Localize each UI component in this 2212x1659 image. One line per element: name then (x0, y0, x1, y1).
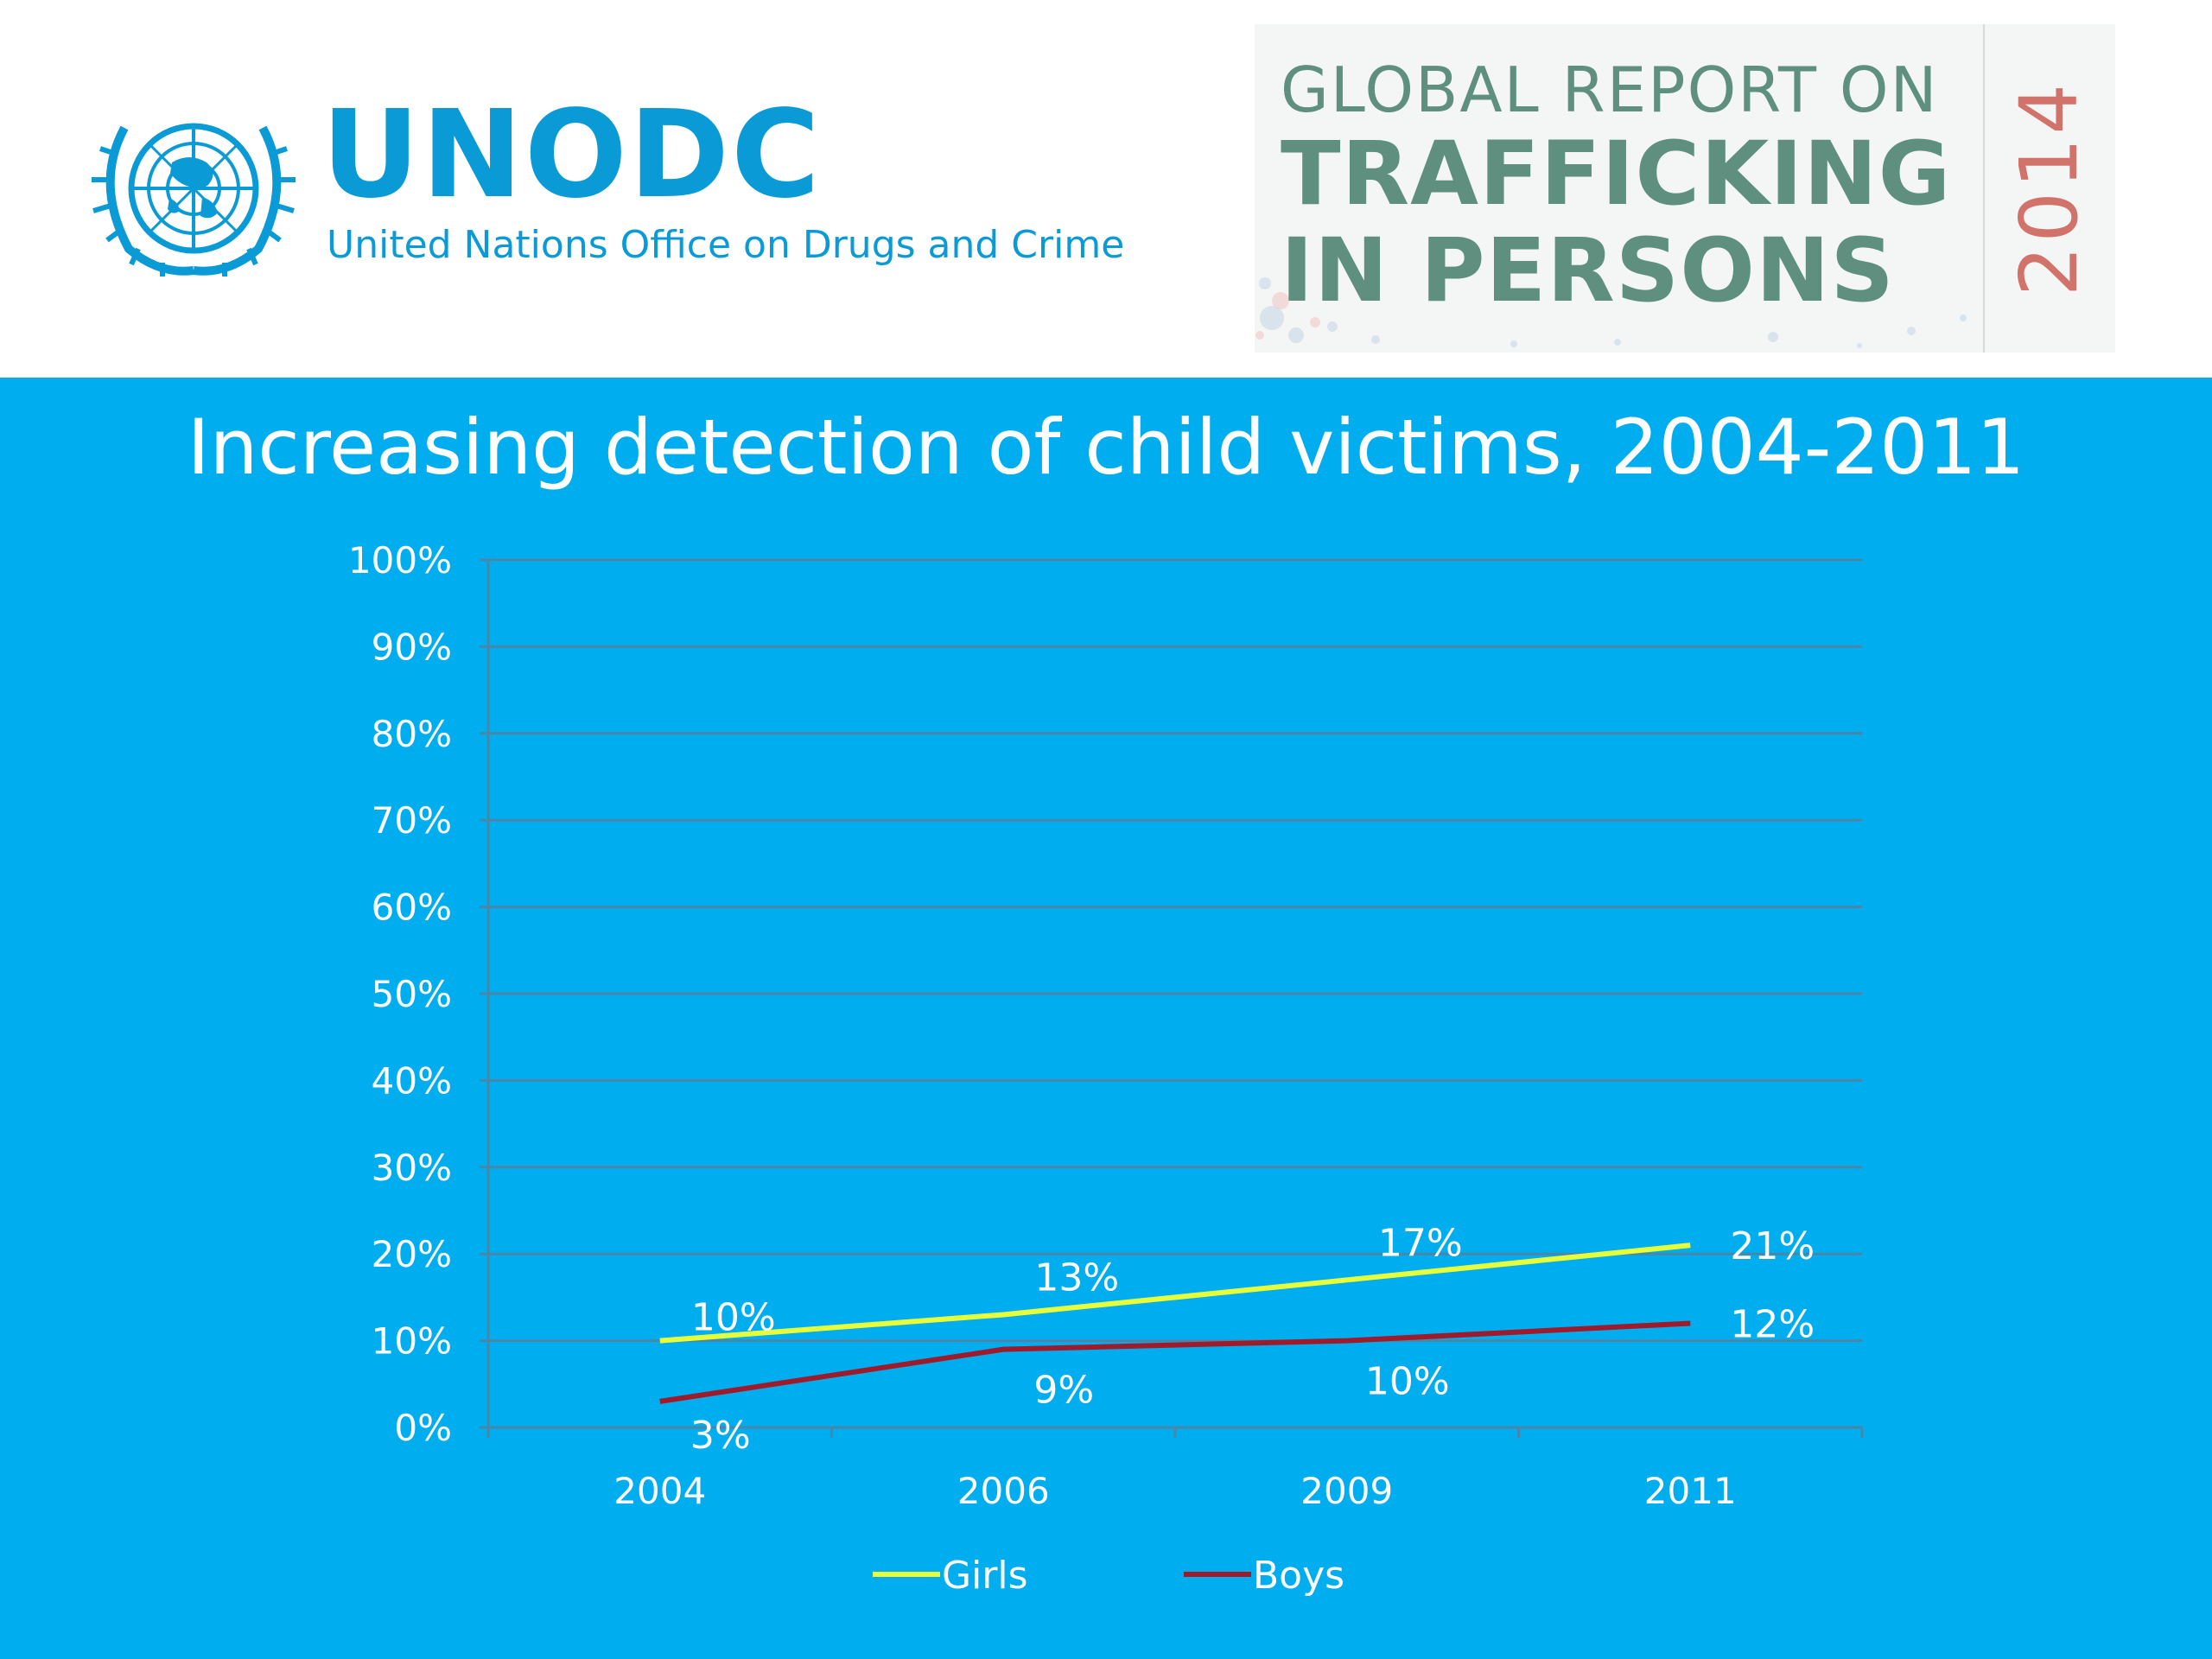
report-title-line2: TRAFFICKING (1281, 123, 1952, 226)
data-label-girls: 17% (1378, 1221, 1463, 1265)
series-line-girls (659, 1243, 1691, 1344)
y-tick-label: 50% (372, 973, 452, 1015)
y-tick-label: 80% (372, 713, 452, 755)
report-banner: GLOBAL REPORT ON TRAFFICKING IN PERSONS … (1255, 24, 2115, 353)
chart-panel (0, 378, 2212, 1659)
chart-title: Increasing detection of child victims, 2… (187, 403, 2025, 492)
y-tick-label: 60% (372, 887, 452, 929)
data-label-boys: 10% (1365, 1360, 1450, 1404)
header: UNODC United Nations Office on Drugs and… (0, 0, 2212, 378)
x-tick-label: 2011 (1644, 1470, 1737, 1512)
x-tick-label: 2004 (613, 1470, 706, 1512)
x-tick-label: 2006 (957, 1470, 1050, 1512)
un-emblem-icon (92, 123, 296, 276)
data-label-girls: 21% (1730, 1224, 1815, 1268)
data-label-boys: 9% (1033, 1369, 1094, 1413)
y-tick-label: 100% (348, 539, 452, 582)
data-label-boys: 3% (690, 1414, 751, 1458)
y-tick-label: 0% (394, 1407, 452, 1449)
y-tick-label: 70% (372, 799, 452, 842)
legend-label-girls: Girls (942, 1554, 1028, 1598)
report-year: 2014 (2003, 79, 2095, 297)
series (659, 1243, 1691, 1404)
axes: 0% 10% 20% 30% 40% 50% 60% 70% 80% 90% 100% 2004 200… (348, 539, 1864, 1512)
line-chart: 0% 10% 20% 30% 40% 50% 60% 70% 80% 90% 100% 2004 200… (348, 539, 1864, 1598)
legend: Girls Boys (873, 1554, 1344, 1598)
y-tick-label: 90% (372, 626, 452, 668)
series-line-boys (659, 1320, 1691, 1404)
speckle-decoration (1255, 277, 1967, 348)
report-divider (1983, 24, 1985, 353)
data-label-girls: 13% (1034, 1255, 1119, 1300)
y-tick-label: 40% (372, 1059, 452, 1102)
y-tick-label: 30% (372, 1147, 452, 1189)
gridlines (480, 558, 1862, 1343)
org-acronym: UNODC (321, 85, 822, 226)
y-tick-label: 10% (372, 1320, 452, 1363)
org-name: United Nations Office on Drugs and Crime (327, 223, 1125, 267)
data-label-girls: 10% (691, 1296, 776, 1340)
report-title-line3: IN PERSONS (1281, 219, 1895, 322)
report-title-line1: GLOBAL REPORT ON (1281, 54, 1939, 126)
data-labels: 10% 13% 17% 21% 3% 9% 10% 12% (690, 1221, 1815, 1458)
x-tick-label: 2009 (1300, 1470, 1393, 1512)
data-label-boys: 12% (1730, 1303, 1815, 1347)
y-tick-label: 20% (372, 1233, 452, 1275)
legend-label-boys: Boys (1253, 1554, 1344, 1598)
